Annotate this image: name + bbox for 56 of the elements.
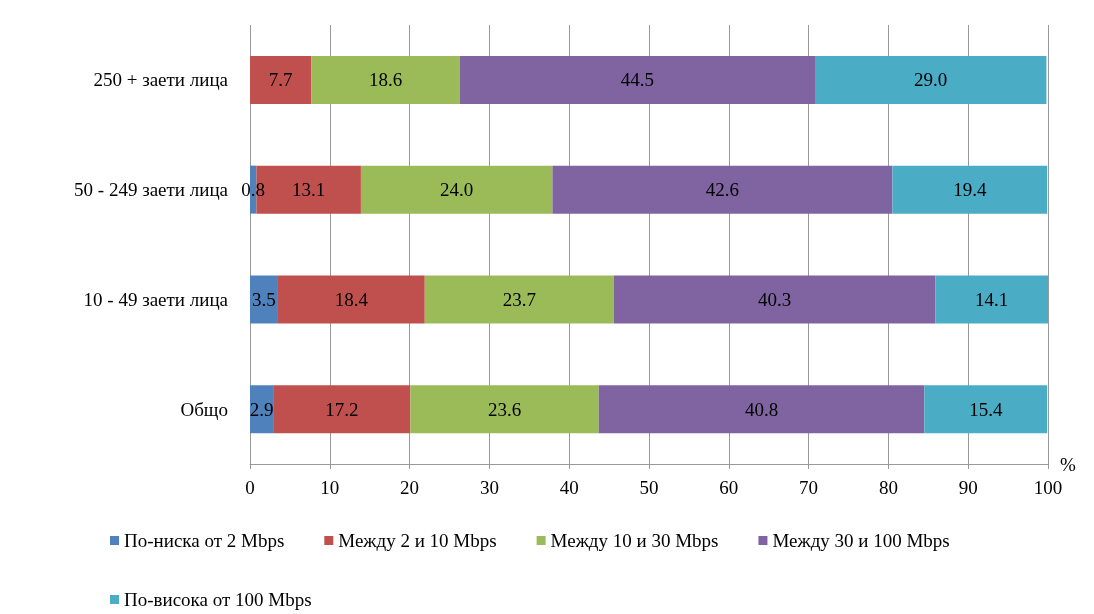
data-label: 15.4 [969,398,1003,420]
x-tick-label: 30 [479,477,499,498]
data-label: 40.8 [744,398,779,420]
data-label: 17.2 [325,398,359,420]
data-label: 14.1 [975,288,1009,310]
bar [935,275,1048,324]
data-label: 40.3 [758,288,792,310]
bar [311,55,460,104]
x-tick-label: 70 [799,477,819,498]
legend-label: Между 10 и 30 Mbps [550,530,719,551]
bar [892,165,1048,214]
x-tick-label: 90 [958,477,978,498]
data-label: 13.1 [292,179,326,201]
data-label: 0.8 [241,179,266,201]
x-tick-label: 20 [400,477,420,498]
bar [552,165,893,214]
bar [814,55,1047,104]
bar [250,55,312,104]
bar [273,385,411,434]
data-label: 44.5 [620,69,655,91]
x-tick-label: 60 [719,477,739,498]
data-label: 23.7 [502,288,536,310]
bar [924,385,1048,434]
legend-label: Между 30 и 100 Mbps [772,530,950,551]
data-label: 18.6 [369,69,403,91]
bar [360,165,553,214]
bar [250,275,278,324]
data-label: 23.6 [487,398,522,420]
x-tick-label: 40 [559,477,579,498]
x-tick-label: 10 [320,477,340,498]
data-label: 19.4 [953,179,987,201]
legend-label: Между 2 и 10 Mbps [338,530,497,551]
data-label: 2.9 [249,398,274,420]
x-axis-title: % [1060,453,1076,475]
x-tick-label: 50 [639,477,659,498]
data-label: 18.4 [334,288,369,310]
data-label: 42.6 [705,179,740,201]
y-tick-label: 250 + заети лица [93,69,229,91]
data-label: 29.0 [914,69,948,91]
legend-label: По-ниска от 2 Mbps [124,530,285,551]
data-label: 3.5 [252,288,276,310]
bar [598,385,925,434]
y-tick-label: 10 - 49 заети лица [83,288,229,310]
x-tick-label: 0 [245,477,255,498]
x-tick-label: 100 [1033,477,1063,498]
data-label: 24.0 [440,179,474,201]
legend-label: По-висока от 100 Mbps [124,589,312,610]
y-tick-label: Общо [180,398,228,420]
bar [410,385,599,434]
bar [459,55,815,104]
bar [424,275,614,324]
bar [277,275,425,324]
data-label: 7.7 [268,69,293,91]
y-tick-label: 50 - 249 заети лица [74,179,229,201]
x-tick-label: 80 [878,477,898,498]
bar [613,275,936,324]
